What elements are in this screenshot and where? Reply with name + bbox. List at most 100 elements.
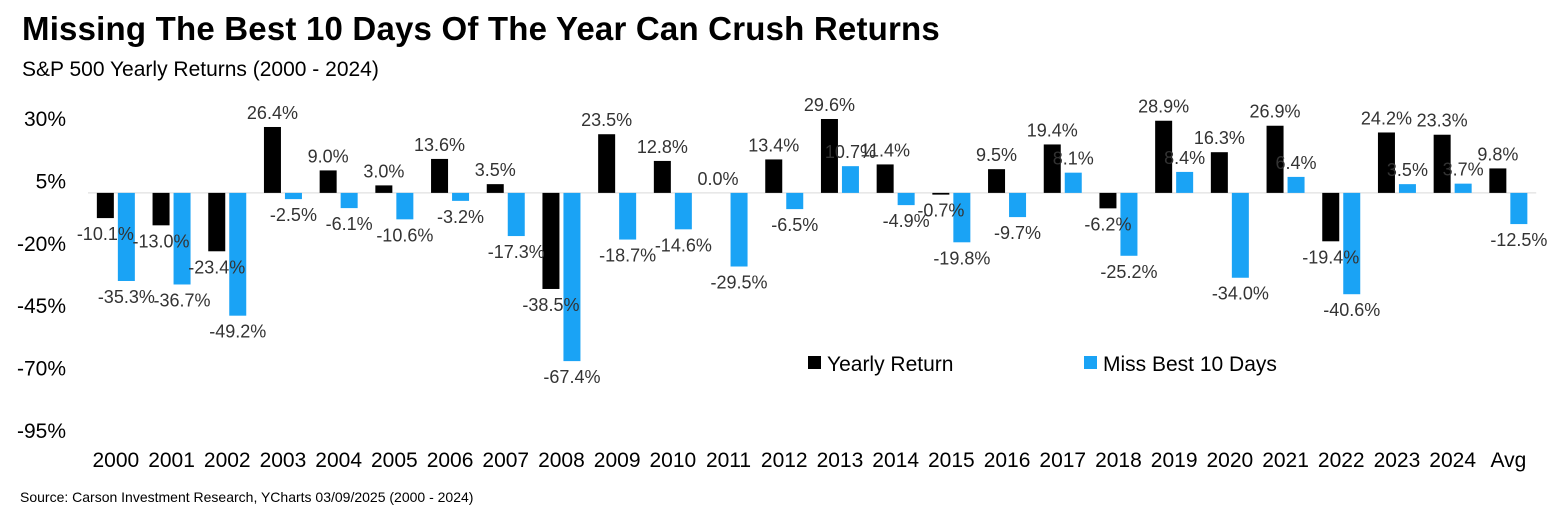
x-category-label: 2010	[649, 449, 696, 472]
x-category-label: 2003	[260, 449, 307, 472]
miss-best-10-days-data-label: 8.1%	[1053, 149, 1094, 169]
miss-best-10-days-data-label: -17.3%	[488, 242, 545, 262]
x-category-label: 2013	[817, 449, 864, 472]
y-tick-label: -20%	[17, 233, 66, 256]
miss-best-10-days-bar	[1287, 176, 1305, 193]
x-category-label: 2018	[1095, 449, 1142, 472]
miss-best-10-days-data-label: -36.7%	[154, 290, 211, 310]
x-category-label: 2007	[482, 449, 529, 472]
miss-best-10-days-bar	[173, 192, 191, 285]
x-category-label: 2004	[315, 449, 362, 472]
yearly-return-bar	[1433, 134, 1451, 193]
yearly-return-bar	[486, 184, 504, 193]
x-category-label: 2012	[761, 449, 808, 472]
miss-best-10-days-data-label: -4.9%	[883, 211, 930, 231]
yearly-return-bar	[1377, 132, 1395, 193]
miss-best-10-days-bar	[452, 192, 470, 201]
x-category-label: 2009	[594, 449, 641, 472]
yearly-return-data-label: -10.1%	[77, 224, 134, 244]
miss-best-10-days-data-label: -67.4%	[543, 367, 600, 387]
x-category-label: 2001	[148, 449, 195, 472]
miss-best-10-days-bar	[841, 166, 859, 193]
y-tick-label: 5%	[36, 170, 66, 193]
x-category-label: 2002	[204, 449, 251, 472]
x-category-label: 2000	[92, 449, 139, 472]
miss-best-10-days-data-label: -19.8%	[933, 248, 990, 268]
miss-best-10-days-data-label: -9.7%	[994, 223, 1041, 243]
miss-best-10-days-bar	[229, 192, 247, 316]
yearly-return-bar	[820, 118, 838, 193]
x-category-label: 2021	[1262, 449, 1309, 472]
yearly-return-data-label: 12.8%	[637, 137, 688, 157]
legend-swatch-yearly-return	[808, 356, 821, 369]
miss-best-10-days-bar	[1231, 192, 1249, 278]
miss-best-10-days-data-label: -34.0%	[1212, 284, 1269, 304]
yearly-return-data-label: 9.0%	[308, 146, 349, 166]
yearly-return-bar	[653, 160, 671, 193]
yearly-return-bar	[208, 192, 226, 252]
yearly-return-bar	[1322, 192, 1340, 242]
legend-label-miss-best-10-days: Miss Best 10 Days	[1103, 353, 1277, 376]
yearly-return-data-label: 23.5%	[581, 110, 632, 130]
x-category-label: 2015	[928, 449, 975, 472]
miss-best-10-days-data-label: -10.6%	[376, 225, 433, 245]
miss-best-10-days-bar	[786, 192, 804, 210]
miss-best-10-days-bar	[117, 192, 135, 281]
miss-best-10-days-bar	[953, 192, 971, 243]
yearly-return-bar	[542, 192, 560, 289]
yearly-return-data-label: 11.4%	[860, 140, 910, 160]
miss-best-10-days-data-label: 3.7%	[1443, 160, 1484, 180]
x-category-label: 2017	[1039, 449, 1086, 472]
x-category-label: 2023	[1374, 449, 1421, 472]
yearly-return-data-label: -0.7%	[917, 201, 964, 221]
yearly-return-bar	[876, 164, 894, 193]
miss-best-10-days-bar	[1120, 192, 1138, 256]
x-category-label: 2005	[371, 449, 418, 472]
miss-best-10-days-bar	[396, 192, 414, 220]
miss-best-10-days-data-label: -12.5%	[1490, 230, 1547, 250]
miss-best-10-days-data-label: -3.2%	[437, 207, 484, 227]
yearly-return-bar	[152, 192, 170, 226]
miss-best-10-days-bar	[1009, 192, 1027, 218]
yearly-return-data-label: 28.9%	[1138, 97, 1189, 117]
yearly-return-data-label: 16.3%	[1194, 128, 1245, 148]
yearly-return-bar	[598, 134, 616, 193]
yearly-return-data-label: 3.0%	[363, 161, 404, 181]
miss-best-10-days-data-label: -29.5%	[711, 273, 768, 293]
yearly-return-data-label: 3.5%	[475, 160, 516, 180]
yearly-return-data-label: 19.4%	[1027, 120, 1078, 140]
yearly-return-bar	[1099, 192, 1117, 209]
y-tick-label: -95%	[17, 420, 66, 443]
x-category-label: 2011	[706, 449, 751, 472]
x-category-label: 2008	[538, 449, 585, 472]
legend-label-yearly-return: Yearly Return	[827, 353, 953, 376]
miss-best-10-days-bar	[674, 192, 692, 230]
yearly-return-data-label: 29.6%	[804, 95, 855, 115]
yearly-return-data-label: 26.4%	[247, 103, 298, 123]
miss-best-10-days-data-label: 3.5%	[1387, 160, 1428, 180]
miss-best-10-days-bar	[1064, 172, 1082, 193]
miss-best-10-days-bar	[897, 192, 915, 206]
miss-best-10-days-data-label: 10.7%	[825, 142, 876, 162]
yearly-return-data-label: 23.3%	[1417, 111, 1468, 131]
miss-best-10-days-data-label: -40.6%	[1323, 300, 1380, 320]
y-tick-label: -70%	[17, 358, 66, 381]
miss-best-10-days-bar	[563, 192, 581, 362]
x-category-label: 2024	[1429, 449, 1476, 472]
yearly-return-bar	[319, 170, 337, 193]
miss-best-10-days-bar	[1454, 183, 1472, 193]
yearly-return-data-label: -19.4%	[1302, 247, 1359, 267]
yearly-return-data-label: -38.5%	[522, 295, 579, 315]
miss-best-10-days-data-label: -6.1%	[326, 214, 373, 234]
miss-best-10-days-bar	[1176, 171, 1194, 193]
x-category-label: 2020	[1206, 449, 1253, 472]
miss-best-10-days-bar	[507, 192, 525, 237]
yearly-return-data-label: 9.8%	[1477, 144, 1518, 164]
yearly-return-bar	[263, 126, 281, 193]
miss-best-10-days-data-label: 6.4%	[1276, 153, 1317, 173]
yearly-return-data-label: -23.4%	[188, 257, 245, 277]
yearly-return-bar	[988, 169, 1006, 193]
miss-best-10-days-bar	[340, 192, 358, 209]
yearly-return-data-label: 26.9%	[1250, 102, 1301, 122]
